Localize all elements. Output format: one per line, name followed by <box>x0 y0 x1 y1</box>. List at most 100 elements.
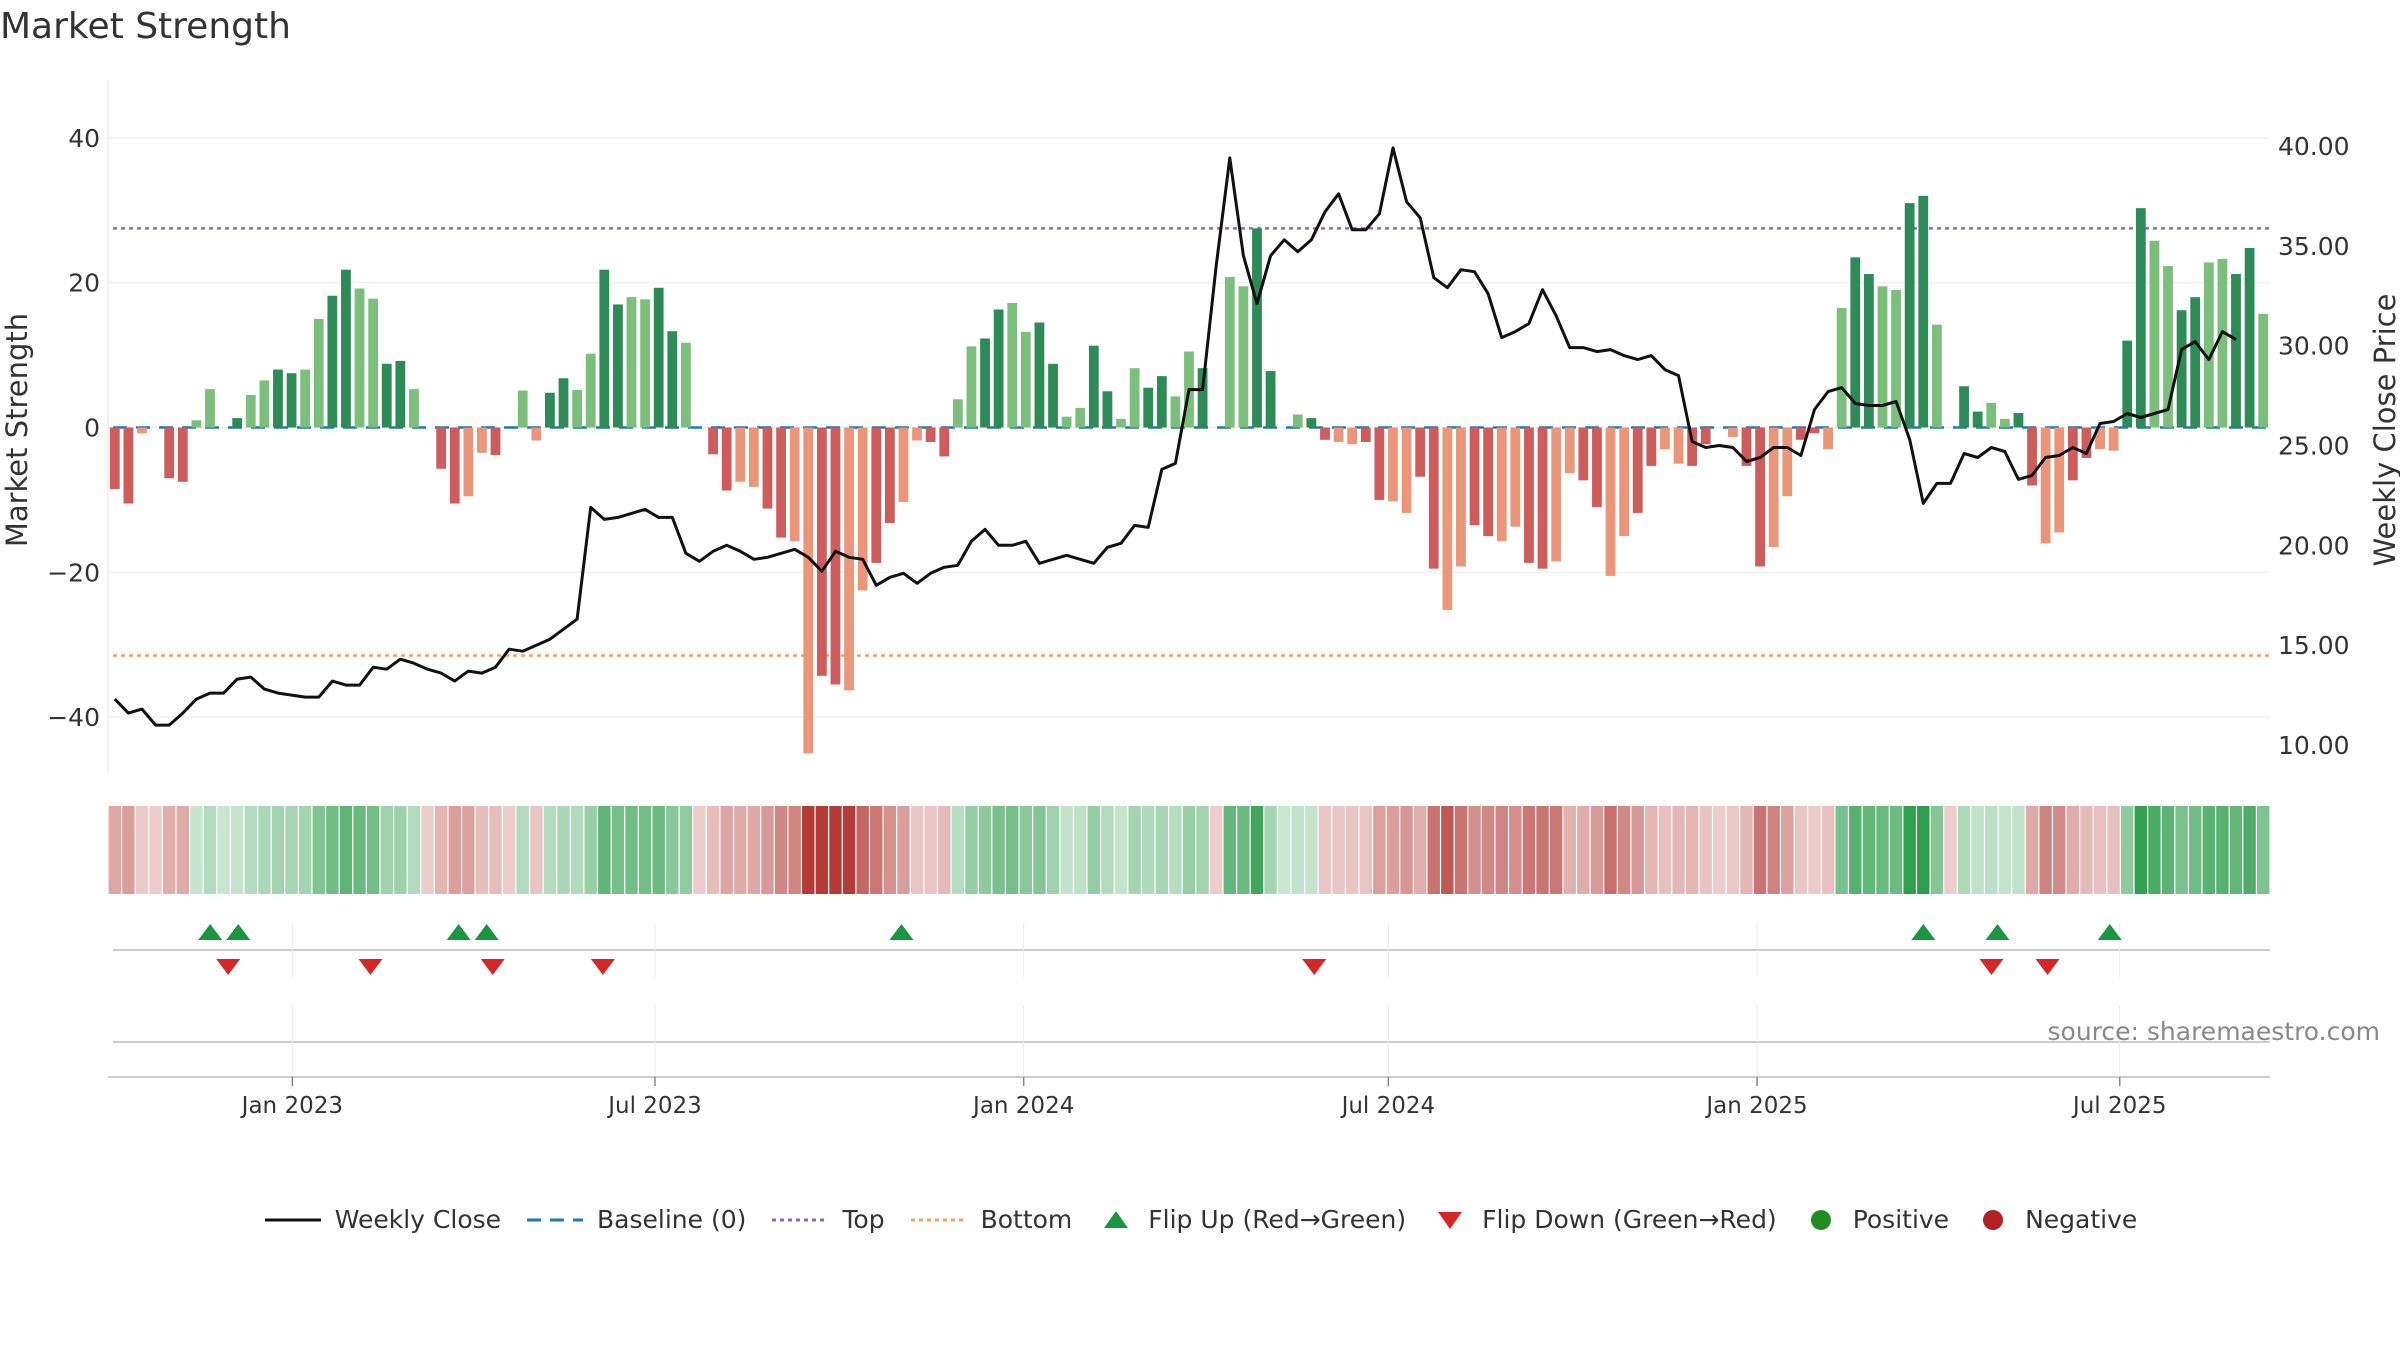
strength-bar <box>1537 427 1548 569</box>
y2-axis-label: Weekly Close Price <box>2368 294 2400 567</box>
strength-strip-cell <box>2161 806 2175 894</box>
strength-strip-cell <box>108 806 121 894</box>
strength-strip-cell <box>842 806 856 894</box>
strength-bar <box>1088 345 1099 428</box>
strength-bar <box>436 427 447 469</box>
strength-strip-cell <box>1536 806 1549 894</box>
strength-strip-cell <box>1237 806 1250 894</box>
strength-strip-cell <box>271 806 285 894</box>
strength-strip-cell <box>1658 806 1672 894</box>
strength-bar <box>1320 427 1330 440</box>
flip-up-marker <box>1911 924 1936 940</box>
strength-bar <box>1959 386 1969 428</box>
strength-strip-cell <box>1672 806 1685 894</box>
strength-strip-cell <box>829 806 842 894</box>
strength-strip-cell <box>1468 806 1481 894</box>
strength-bar <box>1197 368 1208 428</box>
strength-bar <box>1863 274 1874 428</box>
strength-bar <box>1360 427 1371 442</box>
strength-bar <box>2163 266 2173 428</box>
bottom-swatch <box>910 1218 967 1221</box>
strength-strip-cell <box>394 806 407 894</box>
strength-bar <box>2231 274 2241 428</box>
strength-strip-cell <box>230 806 244 894</box>
strength-strip-cell <box>2025 806 2039 894</box>
legend: Weekly Close Baseline (0) Top Bottom Fli… <box>0 1205 2400 1234</box>
strength-strip-cell <box>516 806 529 894</box>
strength-bar <box>409 389 419 428</box>
strength-bar <box>1836 308 1847 428</box>
strength-bar <box>286 373 297 428</box>
negative-dot-icon <box>1983 1209 2004 1230</box>
weekly-close-line <box>113 146 2237 727</box>
strength-strip-cell <box>1631 806 1644 894</box>
strength-bar <box>1102 391 1113 428</box>
strength-strip-cell <box>2229 806 2243 894</box>
y-axis-label: Market Strength <box>0 313 34 547</box>
strength-bar <box>1401 427 1412 513</box>
flip-up-marker <box>446 924 471 940</box>
flip-down-marker <box>2035 959 2060 975</box>
strength-strip-cell <box>2039 806 2052 894</box>
strength-strip-cell <box>1617 806 1631 894</box>
strength-bar <box>1048 363 1058 428</box>
strength-bar <box>789 427 800 542</box>
strength-strip-cell <box>802 806 815 894</box>
strength-strip-cell <box>1291 806 1304 894</box>
strength-bar <box>2095 427 2105 450</box>
strength-bar <box>2027 427 2037 486</box>
strength-strip-cell <box>176 806 189 894</box>
strength-strip-cell <box>1209 806 1223 894</box>
strength-bar <box>545 392 555 428</box>
strength-strip-cell <box>258 806 271 894</box>
strength-bar <box>1007 302 1018 428</box>
strength-strip-cell <box>1060 806 1073 894</box>
strength-strip-cell <box>598 806 611 894</box>
legend-weekly-close: Weekly Close <box>263 1205 501 1234</box>
strength-strip-cell <box>774 806 788 894</box>
strength-bar <box>558 378 569 428</box>
strength-strip-cell <box>1917 806 1930 894</box>
y-tick-label: −20 <box>47 558 100 587</box>
strength-bar <box>1646 427 1657 466</box>
x-tick-label: Jul 2024 <box>1340 1093 1436 1119</box>
strength-bar <box>735 427 746 482</box>
strength-strip-cell <box>2053 806 2066 894</box>
strength-strip-cell <box>475 806 489 894</box>
strength-bar <box>477 427 487 453</box>
flip-up-icon <box>1104 1210 1129 1228</box>
strength-bar <box>680 342 691 428</box>
legend-flip-down: Flip Down (Green→Red) <box>1430 1205 1777 1234</box>
strength-bar <box>830 427 841 685</box>
strength-bar <box>2244 247 2255 428</box>
strength-strip-cell <box>1196 806 1209 894</box>
strength-bar <box>395 360 406 428</box>
strength-bar <box>1660 427 1670 450</box>
strength-bar <box>2190 297 2201 428</box>
strength-strip-cell <box>2243 806 2256 894</box>
strength-strip-cell <box>149 806 162 894</box>
strength-bar <box>1469 427 1480 526</box>
strength-bar <box>1809 427 1820 434</box>
strength-bar <box>1877 286 1888 428</box>
legend-flip-up: Flip Up (Red→Green) <box>1096 1205 1406 1234</box>
strength-bar <box>2149 240 2160 428</box>
strength-strip-cell <box>366 806 380 894</box>
strength-bar <box>1456 427 1466 567</box>
strength-strip-cell <box>1889 806 1903 894</box>
strength-strip-cell <box>693 806 706 894</box>
strength-bar <box>123 427 134 504</box>
strength-strip-cell <box>1590 806 1604 894</box>
strength-bar <box>993 309 1004 428</box>
strength-bar <box>803 427 814 754</box>
strength-bar <box>1524 427 1534 563</box>
flip-down-marker <box>1979 959 2004 975</box>
legend-baseline-label: Baseline (0) <box>597 1205 747 1234</box>
flip-markers <box>113 923 2270 1077</box>
y2-tick-label: 40.00 <box>2278 132 2350 161</box>
strength-bar <box>354 288 365 428</box>
legend-positive: Positive <box>1801 1205 1949 1234</box>
strength-bar <box>1619 427 1630 537</box>
strength-strip-cell <box>1250 806 1264 894</box>
